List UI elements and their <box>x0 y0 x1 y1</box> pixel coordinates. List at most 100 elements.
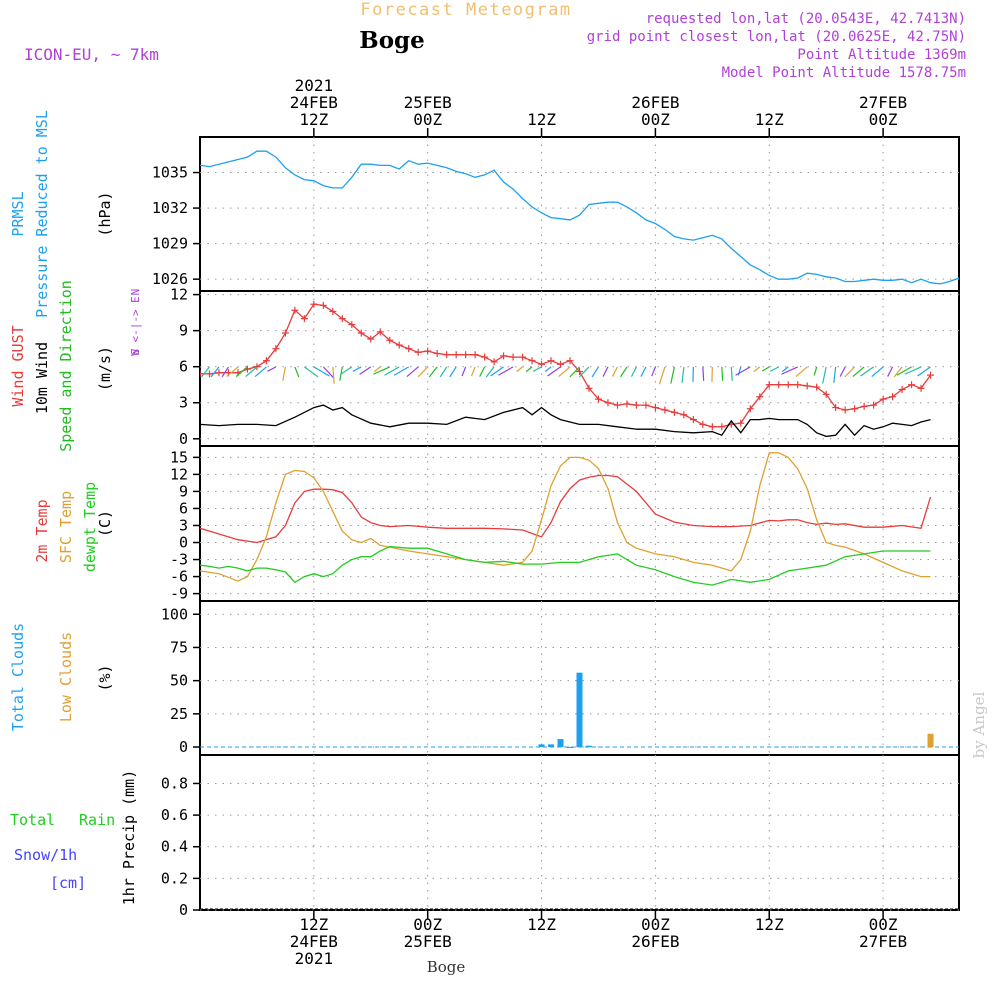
gust-point <box>510 354 517 361</box>
gust-point <box>472 351 479 358</box>
gust-point <box>699 421 706 428</box>
label-sfc-temp: SFC Temp <box>57 491 75 563</box>
wind-direction-arrow <box>703 367 704 381</box>
gust-point <box>310 301 317 308</box>
wind-direction-arrow <box>526 367 532 372</box>
wind-direction-arrow <box>603 367 608 377</box>
gust-point <box>690 416 697 423</box>
y-tick-label: 0 <box>179 738 188 756</box>
y-tick-label: 75 <box>170 638 188 656</box>
wind-direction-arrow <box>374 367 380 372</box>
wind-direction-arrow <box>462 367 466 376</box>
wind-direction-arrow <box>722 367 723 381</box>
wind-direction-arrow <box>295 367 299 377</box>
gust-point <box>623 400 630 407</box>
wind-direction-arrow <box>450 367 456 377</box>
grid-point-coords: grid point closest lon,lat (20.0625E, 42… <box>587 29 966 45</box>
wind-direction-arrow <box>894 367 902 377</box>
gust-point <box>680 411 687 418</box>
label-snow: Snow/1h <box>14 846 77 864</box>
bar-total-clouds <box>577 673 583 747</box>
label-dewpt-temp: dewpt Temp <box>81 482 99 572</box>
gust-point <box>775 381 782 388</box>
wind-direction-arrow <box>202 367 210 377</box>
wind-direction-arrow <box>641 367 646 377</box>
y-tick-label: 1029 <box>152 235 188 253</box>
gust-point <box>908 381 915 388</box>
wind-direction-arrow <box>333 367 334 384</box>
label-cm: [cm] <box>50 874 86 892</box>
gust-point <box>491 358 498 365</box>
y-tick-label: 6 <box>179 499 188 517</box>
y-tick-label: 12 <box>170 465 188 483</box>
wind-direction-arrow <box>872 367 883 377</box>
series-line-dewpt-temp <box>200 547 931 586</box>
point-altitude: Point Altitude 1369m <box>797 47 966 63</box>
bottom-time-label: 12Z <box>527 915 556 934</box>
wind-direction-arrow <box>621 367 627 377</box>
wind-direction-arrow <box>731 367 732 381</box>
wind-direction-arrow <box>283 367 286 381</box>
label-2m-temp: 2m Temp <box>33 499 51 562</box>
y-tick-label: 3 <box>179 394 188 412</box>
wind-direction-arrow <box>268 367 276 371</box>
y-tick-label: 0 <box>179 534 188 552</box>
gust-point <box>671 409 678 416</box>
y-tick-label: 0.6 <box>161 806 188 824</box>
wind-direction-arrow <box>823 367 827 384</box>
label-total: Total <box>10 811 55 829</box>
gust-point <box>529 357 536 364</box>
y-tick-label: 0 <box>179 430 188 448</box>
chart-title: Forecast Meteogram <box>360 0 571 20</box>
wind-direction-arrow <box>472 367 476 376</box>
y-tick-label: 25 <box>170 705 188 723</box>
compass-north: N <box>129 289 142 296</box>
wind-direction-arrow <box>613 367 618 377</box>
y-tick-label: 12 <box>170 286 188 304</box>
bottom-location: Boge <box>427 958 466 976</box>
wind-direction-arrow <box>559 367 570 377</box>
credit-text: by Angel <box>970 691 988 758</box>
y-tick-label: 50 <box>170 672 188 690</box>
series-group <box>200 453 931 585</box>
gust-point <box>794 381 801 388</box>
gust-point <box>500 352 507 359</box>
wind-direction-arrow <box>682 367 684 383</box>
gust-point <box>709 423 716 430</box>
gust-point <box>415 349 422 356</box>
label-wind-gust: Wind GUST <box>9 325 27 406</box>
y-tick-label: 1032 <box>152 199 188 217</box>
gust-point <box>880 396 887 403</box>
bar-total-clouds <box>548 744 554 747</box>
bar-total-clouds <box>567 747 573 748</box>
wind-direction-arrow <box>840 367 845 377</box>
y-tick-label: 100 <box>161 605 188 623</box>
compass-west-east: W <-|-> E <box>129 296 142 356</box>
wind-direction-arrow <box>736 367 751 375</box>
top-time-label: 12Z <box>299 110 328 129</box>
wind-direction-arrow <box>796 367 807 377</box>
y-tick-label: -9 <box>170 585 188 603</box>
gust-point <box>434 350 441 357</box>
y-tick-label: 0.2 <box>161 869 188 887</box>
label-low-clouds: Low Clouds <box>57 632 75 722</box>
gust-point <box>481 354 488 361</box>
y-tick-label: 1035 <box>152 164 188 182</box>
wind-direction-arrow <box>770 367 778 371</box>
gust-point <box>320 302 327 309</box>
label-prmsl: PRMSL <box>9 191 27 236</box>
y-tick-label: 15 <box>170 448 188 466</box>
gust-point <box>785 381 792 388</box>
y-axis-label: 1hr Precip (mm) <box>120 770 138 905</box>
top-time-label: 12Z <box>527 110 556 129</box>
y-tick-label: -3 <box>170 551 188 569</box>
wind-direction-arrow <box>486 367 494 377</box>
series-group <box>200 151 959 284</box>
model-label: ICON-EU, ~ 7km <box>24 45 159 64</box>
